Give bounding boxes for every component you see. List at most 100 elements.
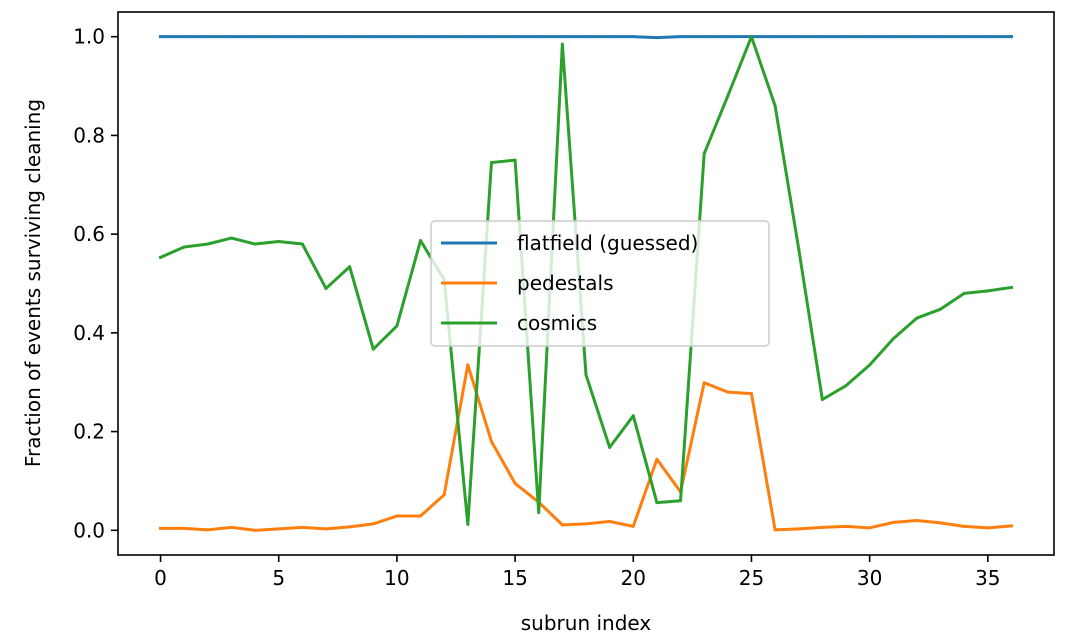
data-point-flatfield-guessed: [513, 35, 517, 39]
x-tick-label: 0: [154, 566, 167, 590]
data-point-cosmics: [773, 104, 777, 108]
data-point-pedestals: [891, 520, 895, 524]
data-point-flatfield-guessed: [1009, 35, 1013, 39]
data-point-cosmics: [419, 239, 423, 243]
data-point-cosmics: [631, 414, 635, 418]
data-point-flatfield-guessed: [466, 35, 470, 39]
y-tick-label: 1.0: [73, 25, 105, 49]
data-point-cosmics: [371, 347, 375, 351]
data-point-cosmics: [891, 337, 895, 341]
data-point-cosmics: [489, 161, 493, 165]
data-point-cosmics: [537, 511, 541, 515]
series-layer: [158, 35, 1014, 532]
data-point-pedestals: [300, 525, 304, 529]
data-point-cosmics: [679, 499, 683, 503]
data-point-flatfield-guessed: [915, 35, 919, 39]
data-point-pedestals: [348, 525, 352, 529]
data-point-pedestals: [939, 521, 943, 525]
data-point-flatfield-guessed: [371, 35, 375, 39]
data-point-cosmics: [749, 35, 753, 39]
data-point-cosmics: [513, 158, 517, 162]
data-point-pedestals: [466, 363, 470, 367]
data-point-cosmics: [395, 324, 399, 328]
data-point-pedestals: [229, 525, 233, 529]
data-point-flatfield-guessed: [773, 35, 777, 39]
data-point-flatfield-guessed: [820, 35, 824, 39]
data-point-flatfield-guessed: [253, 35, 257, 39]
x-tick-label: 25: [739, 566, 764, 590]
data-point-cosmics: [868, 363, 872, 367]
data-point-pedestals: [1009, 524, 1013, 528]
x-tick-label: 30: [857, 566, 882, 590]
data-point-flatfield-guessed: [962, 35, 966, 39]
x-axis-ticks: 0 5 10 15 20 25 30 35: [154, 555, 1001, 590]
data-point-pedestals: [513, 481, 517, 485]
data-point-pedestals: [159, 526, 163, 530]
data-point-flatfield-guessed: [489, 35, 493, 39]
data-point-cosmics: [300, 242, 304, 246]
data-point-cosmics: [797, 247, 801, 251]
data-point-flatfield-guessed: [986, 35, 990, 39]
legend-label-pedestals: pedestals: [517, 271, 614, 295]
y-tick-label: 0.8: [73, 123, 105, 147]
data-point-pedestals: [773, 528, 777, 532]
data-point-pedestals: [915, 518, 919, 522]
data-point-cosmics: [844, 384, 848, 388]
plot-frame: [117, 11, 1055, 556]
data-point-flatfield-guessed: [891, 35, 895, 39]
data-point-cosmics: [466, 522, 470, 526]
data-point-pedestals: [182, 526, 186, 530]
x-tick-label: 20: [621, 566, 646, 590]
data-point-cosmics: [702, 152, 706, 156]
data-point-pedestals: [702, 381, 706, 385]
data-point-cosmics: [159, 255, 163, 259]
data-point-cosmics: [608, 445, 612, 449]
data-point-pedestals: [962, 524, 966, 528]
data-point-cosmics: [182, 245, 186, 249]
legend-box: [430, 220, 770, 347]
y-tick-label: 0.4: [73, 321, 105, 345]
data-point-pedestals: [324, 527, 328, 531]
data-point-cosmics: [348, 265, 352, 269]
data-point-flatfield-guessed: [844, 35, 848, 39]
data-point-flatfield-guessed: [797, 35, 801, 39]
data-point-flatfield-guessed: [419, 35, 423, 39]
data-point-flatfield-guessed: [159, 35, 163, 39]
data-point-flatfield-guessed: [537, 35, 541, 39]
data-point-pedestals: [868, 526, 872, 530]
data-point-pedestals: [395, 514, 399, 518]
data-point-pedestals: [560, 523, 564, 527]
data-point-flatfield-guessed: [655, 36, 659, 40]
data-point-cosmics: [229, 236, 233, 240]
data-point-flatfield-guessed: [939, 35, 943, 39]
y-axis-ticks: 0.0 0.2 0.4 0.6 0.8 1.0: [73, 25, 118, 542]
data-point-pedestals: [584, 522, 588, 526]
data-point-flatfield-guessed: [679, 35, 683, 39]
data-point-cosmics: [726, 94, 730, 98]
data-point-pedestals: [419, 514, 423, 518]
data-point-cosmics: [915, 316, 919, 320]
data-point-cosmics: [277, 240, 281, 244]
data-point-flatfield-guessed: [608, 35, 612, 39]
legend-label-flatfield-guessed: flatfield (guessed): [517, 231, 698, 255]
data-point-flatfield-guessed: [631, 35, 635, 39]
data-point-pedestals: [749, 392, 753, 396]
data-point-pedestals: [489, 439, 493, 443]
y-tick-label: 0.0: [73, 518, 105, 542]
x-tick-label: 35: [975, 566, 1000, 590]
data-point-pedestals: [277, 527, 281, 531]
data-point-cosmics: [820, 398, 824, 401]
data-point-pedestals: [820, 525, 824, 529]
data-point-pedestals: [371, 522, 375, 526]
data-point-pedestals: [726, 390, 730, 394]
data-point-flatfield-guessed: [560, 35, 564, 39]
data-point-cosmics: [253, 242, 257, 246]
data-point-flatfield-guessed: [277, 35, 281, 39]
data-point-cosmics: [939, 307, 943, 311]
x-tick-label: 10: [384, 566, 409, 590]
data-point-flatfield-guessed: [395, 35, 399, 39]
data-point-flatfield-guessed: [702, 35, 706, 39]
data-point-pedestals: [797, 527, 801, 531]
y-tick-label: 0.2: [73, 420, 105, 444]
